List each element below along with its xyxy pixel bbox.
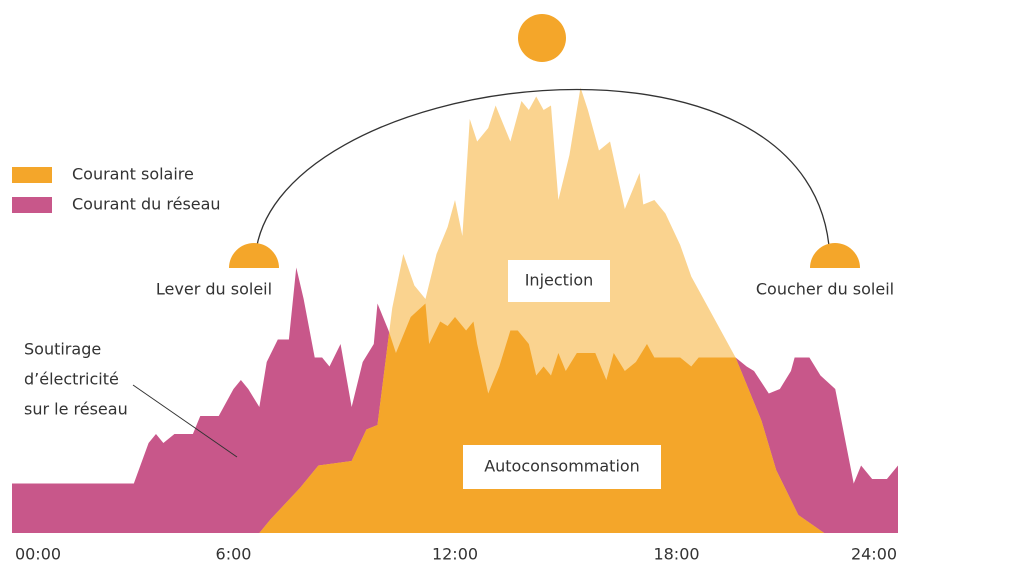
label-box <box>463 445 661 489</box>
sunset-icon <box>810 243 860 268</box>
x-tick-label: 12:00 <box>432 545 478 564</box>
annotation-line: Soutirage <box>24 340 101 359</box>
self-consumption-label: Autoconsommation <box>484 457 640 476</box>
sunset-label: Coucher du soleil <box>756 280 894 299</box>
x-tick-label: 00:00 <box>15 545 61 564</box>
annotation-line: d’électricité <box>24 370 119 389</box>
self-consumption-area <box>259 267 825 533</box>
legend-label: Courant solaire <box>72 165 194 184</box>
annotation-leader <box>132 384 238 458</box>
x-tick-label: 24:00 <box>851 545 897 564</box>
x-tick-label: 18:00 <box>653 545 699 564</box>
annotation-line: sur le réseau <box>24 400 128 419</box>
label-box <box>508 260 610 302</box>
sunrise-label: Lever du soleil <box>156 280 272 299</box>
injection-label: Injection <box>525 271 594 290</box>
legend-swatch <box>12 167 52 183</box>
legend-swatch <box>12 197 52 213</box>
sun-arc <box>254 88 831 266</box>
x-tick-label: 6:00 <box>216 545 252 564</box>
sunrise-icon <box>229 243 279 268</box>
sun-icon <box>518 14 566 62</box>
legend-label: Courant du réseau <box>72 195 221 214</box>
